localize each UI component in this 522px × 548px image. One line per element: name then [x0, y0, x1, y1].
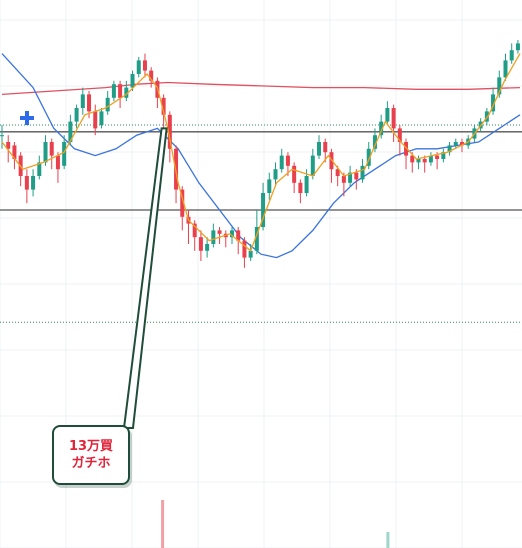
candle-body [12, 145, 17, 159]
candle-body [192, 223, 197, 238]
candle-body [242, 240, 247, 258]
candle-body [37, 162, 42, 176]
candle-body [366, 148, 371, 166]
candle-body [74, 108, 79, 122]
candle-body [428, 155, 433, 163]
candle-body [80, 94, 85, 108]
candle-body [68, 121, 73, 142]
candle-body [279, 155, 284, 170]
annotation-callout[interactable]: 13万買 ガチホ [52, 425, 130, 485]
candle-body [509, 50, 514, 61]
candle-body [323, 142, 328, 153]
candle-body [124, 87, 129, 98]
moving-average-mid [1, 53, 521, 259]
candle-body [211, 230, 216, 244]
candle-body [298, 182, 303, 193]
candle-body [161, 97, 166, 115]
candle-body [217, 230, 222, 234]
candle-body [105, 97, 110, 112]
candle-body [167, 114, 172, 149]
candle-body [285, 155, 290, 166]
candle-body [273, 169, 278, 180]
candle-body [391, 108, 396, 129]
candle-body [292, 165, 297, 183]
candle-body [6, 142, 11, 149]
candle-body [261, 193, 266, 227]
candle-body [404, 142, 409, 156]
candle-body [491, 94, 496, 112]
moving-average-long [1, 81, 521, 96]
candle-body [379, 121, 384, 136]
candle-body [62, 142, 67, 166]
candle-body [248, 250, 253, 258]
candle-body [341, 176, 346, 183]
candle-body [198, 237, 203, 251]
volume-bar [161, 500, 165, 548]
candle-body [416, 159, 421, 163]
candle-body [267, 179, 272, 193]
volume-bar [386, 532, 390, 548]
candle-body [317, 142, 322, 156]
candle-body [180, 189, 185, 217]
candle-body [236, 230, 241, 241]
candle-body [130, 74, 135, 88]
candle-body [55, 155, 60, 170]
candle-body [372, 135, 377, 149]
candle-body [360, 165, 365, 180]
candle-body [441, 152, 446, 159]
annotation-pointer [122, 127, 168, 429]
candle-body [497, 77, 502, 95]
candle-body [31, 176, 36, 190]
moving-average-short [1, 53, 521, 252]
candle-body [43, 142, 48, 163]
candle-body [205, 244, 210, 251]
candle-body [49, 142, 54, 156]
candle-body [515, 43, 520, 51]
candle-body [459, 142, 464, 146]
candle-body [254, 227, 259, 251]
candle-body [410, 155, 415, 163]
candle-body [229, 230, 234, 238]
crosshair-cursor-icon[interactable] [20, 111, 34, 125]
candle-body [354, 172, 359, 180]
candle-body [422, 159, 427, 163]
candle-body [99, 111, 104, 125]
candle-body [335, 169, 340, 176]
candle-body [24, 176, 29, 190]
candle-body [435, 155, 440, 159]
candle-body [310, 155, 315, 176]
candle-body [111, 84, 116, 98]
candle-body [503, 60, 508, 78]
candle-body [0, 135, 4, 137]
candle-body [385, 108, 390, 122]
annotation-line-2: ガチホ [71, 456, 111, 471]
annotation-line-1: 13万買 [68, 439, 114, 454]
candle-body [447, 145, 452, 153]
candle-body [453, 142, 458, 146]
candle-body [142, 60, 147, 71]
candle-body [397, 128, 402, 142]
candle-body [348, 172, 353, 183]
candle-body [87, 94, 92, 112]
candle-body [93, 111, 98, 129]
candle-body [149, 70, 154, 81]
candle-body [136, 60, 141, 74]
candle-body [304, 176, 309, 193]
candle-body [118, 84, 123, 98]
